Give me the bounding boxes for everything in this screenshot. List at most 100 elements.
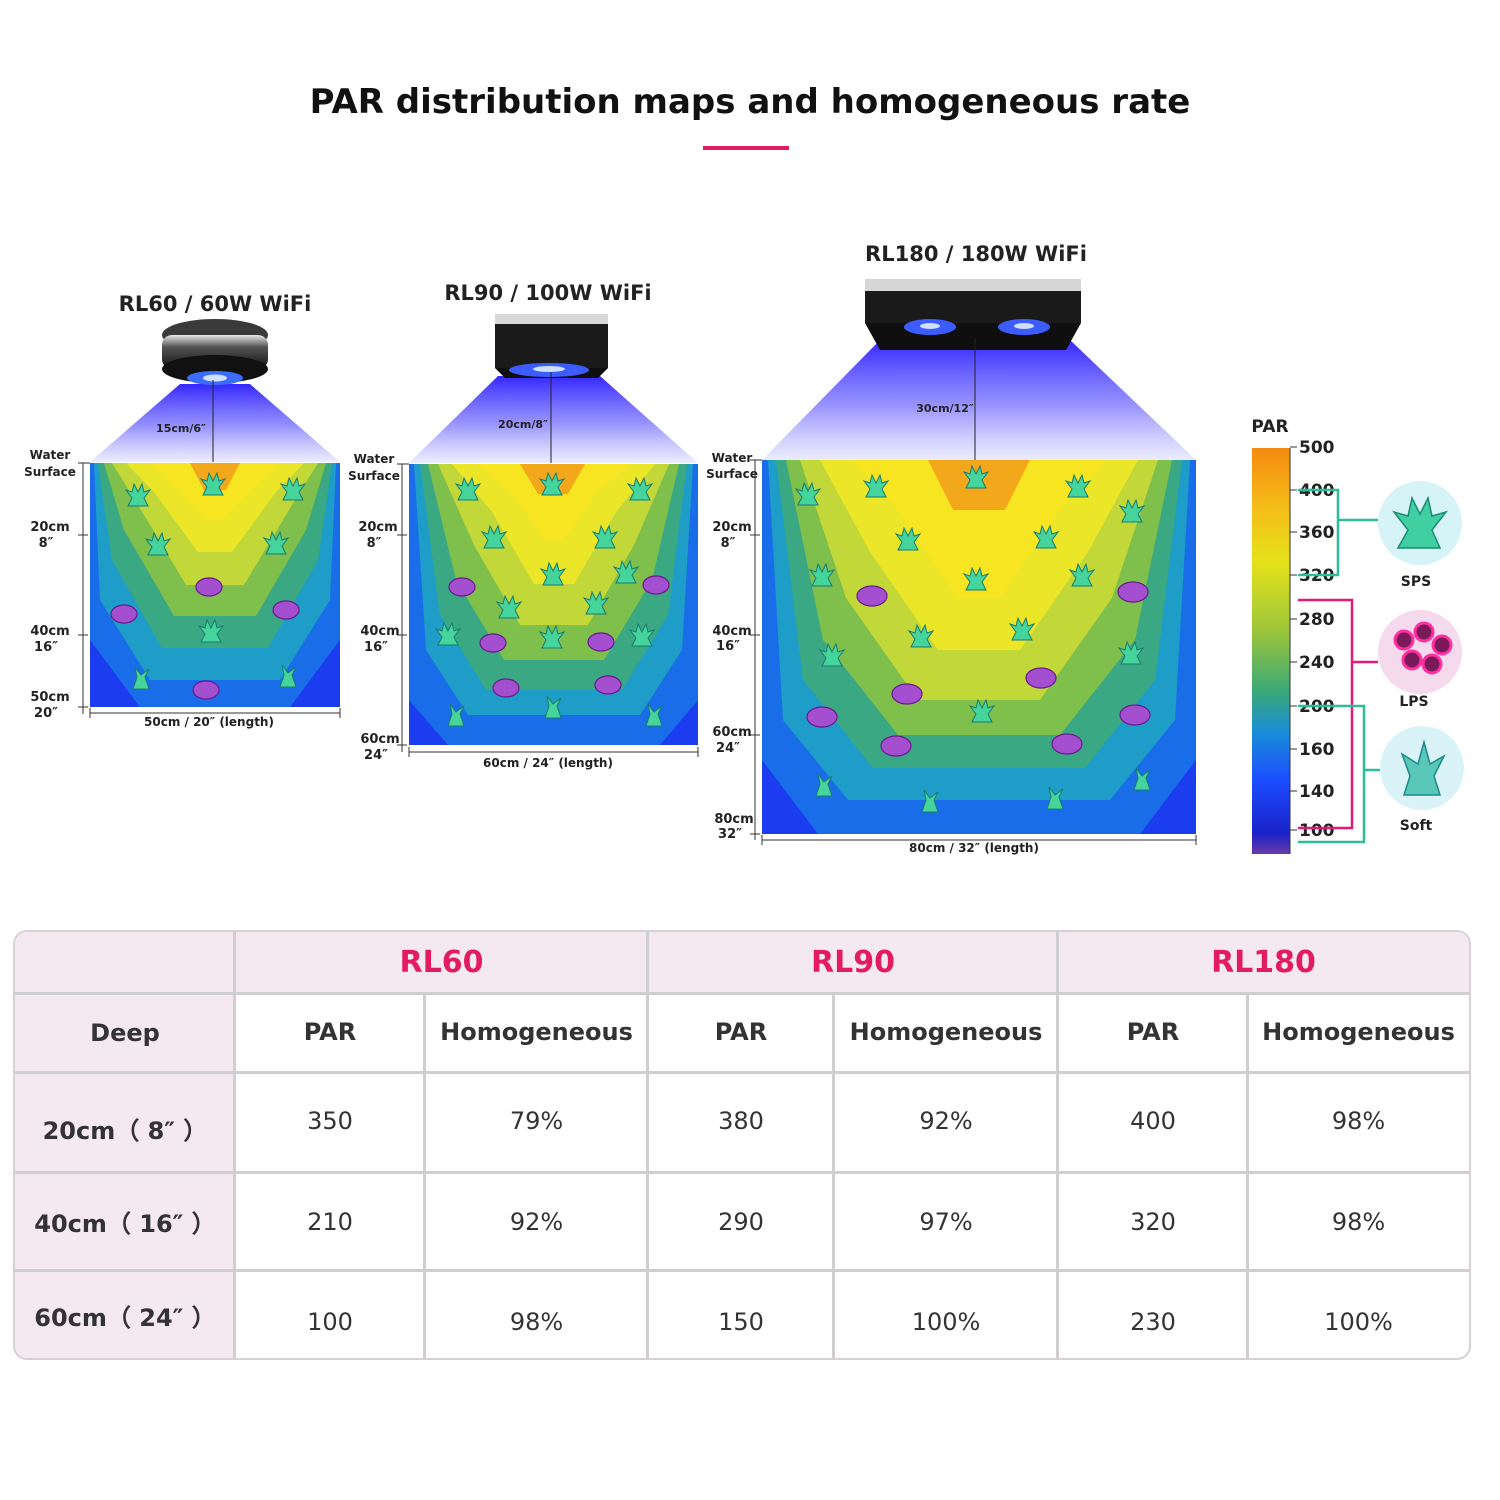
par-col-header: PAR <box>303 1018 357 1046</box>
map-title-rl60: RL60 / 60W WiFi <box>119 292 312 316</box>
legend-tick-label: 240 <box>1299 653 1335 673</box>
water-label: Water <box>30 448 71 462</box>
soft-coral-icon <box>544 695 562 719</box>
depth-row-label: 40cm（ 16″ ） <box>15 1174 235 1269</box>
table-cell: 380 <box>718 1107 764 1135</box>
depth-cm-label: 20cm <box>712 520 751 535</box>
sps-coral-icon <box>962 566 990 591</box>
coral-type-label: LPS <box>1399 694 1428 710</box>
length-label: 60cm / 24″ (length) <box>483 756 613 770</box>
legend-tick-label: 160 <box>1299 740 1335 760</box>
par-color-scale <box>1252 448 1290 854</box>
surface-label: Surface <box>348 469 400 483</box>
sps-coral-icon <box>1032 524 1060 549</box>
coral-icons <box>434 471 663 727</box>
table-divider <box>15 992 1469 995</box>
depth-cm-label: 40cm <box>30 624 69 639</box>
coral-type-label: Soft <box>1400 818 1433 834</box>
sps-coral-icon <box>1391 495 1449 549</box>
map-rl60: RL60 / 60W WiFi 15cm/6″ <box>24 292 341 729</box>
sps-coral-icon <box>808 562 836 587</box>
sps-coral-icon <box>199 471 227 496</box>
legend-tick-label: 280 <box>1299 610 1335 630</box>
map-rl90: RL90 / 100W WiFi 20cm/8″ <box>348 281 699 770</box>
table-cell: 290 <box>718 1208 764 1236</box>
legend-tick-label: 360 <box>1299 523 1335 543</box>
table-cell: 320 <box>1130 1208 1176 1236</box>
legend-tick-label: 140 <box>1299 782 1335 802</box>
soft-coral-icon <box>1133 767 1151 791</box>
table-divider <box>832 992 835 1358</box>
depth-cm-label: 60cm <box>712 725 751 740</box>
sps-coral-icon <box>495 594 523 619</box>
table-cell: 98% <box>509 1308 564 1336</box>
homogeneous-col-header: Homogeneous <box>1262 1018 1455 1046</box>
sps-coral-icon <box>1064 473 1092 498</box>
sps-coral-icon <box>538 471 566 496</box>
table-divider <box>15 1071 1469 1074</box>
depth-in-label: 24″ <box>364 748 388 763</box>
depth-in-label: 8″ <box>721 536 736 551</box>
depth-in-label: 16″ <box>34 640 58 655</box>
depth-in-label: 8″ <box>39 536 54 551</box>
sps-coral-icon <box>124 482 152 507</box>
lps-coral-icon <box>806 706 838 728</box>
lps-corals <box>806 581 1151 757</box>
coral-icons <box>124 471 307 690</box>
soft-coral-icon <box>279 664 297 688</box>
sps-coral-icon <box>794 481 822 506</box>
beam-label: 30cm/12″ <box>916 402 974 415</box>
table-cell: 97% <box>919 1208 973 1236</box>
table-divider <box>15 1171 1469 1174</box>
surface-label: Surface <box>24 465 76 479</box>
sps-coral-icon <box>279 476 307 501</box>
lps-coral-icon <box>195 577 223 597</box>
lps-coral-icon <box>479 633 507 653</box>
length-label: 80cm / 32″ (length) <box>909 841 1039 855</box>
lamp-rl60 <box>162 319 268 385</box>
model-header: RL90 <box>648 932 1058 992</box>
homogeneous-col-header: Homogeneous <box>440 1018 633 1046</box>
sps-coral-icon <box>894 526 922 551</box>
soft-bracket <box>1298 704 1366 844</box>
sps-coral-icon <box>262 530 290 555</box>
lps-coral-icon <box>1117 581 1149 603</box>
sps-coral-icon <box>1117 640 1145 665</box>
soft-coral-icon <box>132 666 150 690</box>
sps-coral-icon <box>1008 616 1036 641</box>
table-cell: 98% <box>1331 1208 1386 1236</box>
lps-coral-icon <box>1119 704 1151 726</box>
table-cell: 350 <box>307 1107 353 1135</box>
table-cell: 210 <box>307 1208 353 1236</box>
sps-bracket <box>1298 488 1340 577</box>
sps-coral-icon <box>582 590 610 615</box>
soft-coral-icon <box>645 703 663 727</box>
coral-type-label: SPS <box>1401 574 1431 590</box>
sps-coral-icon <box>862 473 890 498</box>
table-cell: 98% <box>1331 1107 1386 1135</box>
surface-label: Surface <box>706 467 758 481</box>
lps-coral-icon <box>272 600 300 620</box>
par-heatmap <box>409 464 698 745</box>
soft-coral-icon <box>815 773 833 797</box>
depth-cm-label: 50cm <box>30 690 69 705</box>
sps-coral-icon <box>538 624 566 649</box>
sps-coral-icon <box>454 476 482 501</box>
table-cell: 79% <box>509 1107 564 1135</box>
depth-row-label: 60cm（ 24″ ） <box>15 1270 235 1358</box>
soft-coral-icon <box>1046 786 1064 810</box>
soft-coral-icon <box>1400 739 1446 796</box>
light-beam <box>90 384 340 462</box>
beam-label: 15cm/6″ <box>156 422 206 435</box>
sps-coral-icon <box>962 464 990 489</box>
legend-tick-label: 100 <box>1299 821 1335 841</box>
soft-coral-icon <box>447 703 465 727</box>
legend-tick-label: 500 <box>1299 438 1335 458</box>
lps-coral-icon <box>110 604 138 624</box>
depth-header: Deep <box>15 994 235 1072</box>
sps-coral-icon <box>626 476 654 501</box>
lps-coral-icon <box>880 735 912 757</box>
table-divider <box>15 1269 1469 1272</box>
lamp-rl90 <box>495 314 608 378</box>
